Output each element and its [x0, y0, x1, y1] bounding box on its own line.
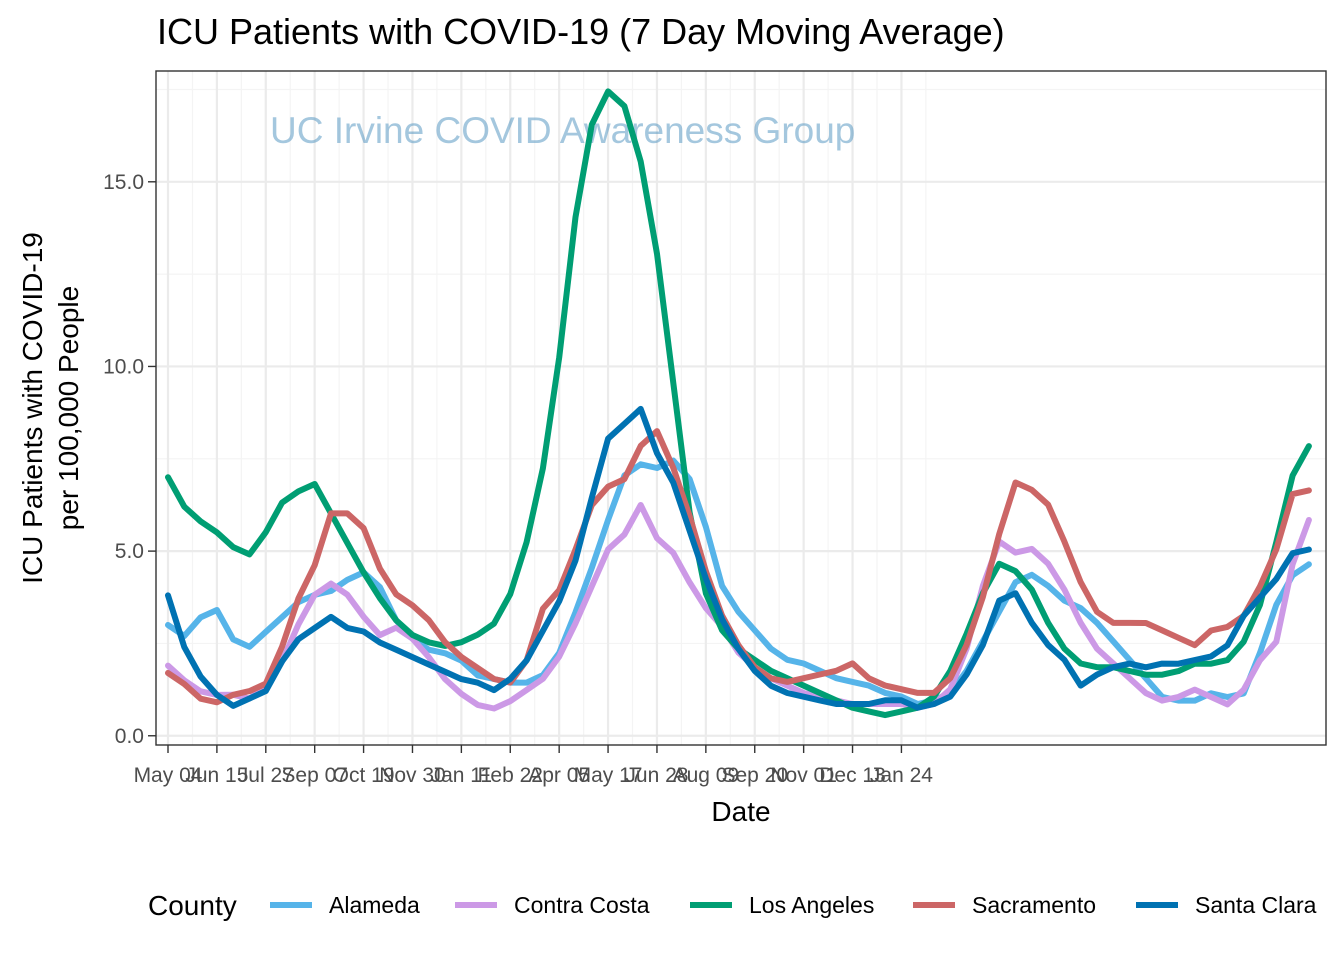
- legend-label: Los Angeles: [749, 892, 874, 918]
- x-tick-label: Dec 13: [819, 764, 886, 787]
- y-axis: 0.0 5.0 10.0 15.0: [103, 171, 156, 748]
- x-tick-label: Jun 28: [625, 764, 688, 787]
- y-tick-label: 5.0: [115, 540, 144, 563]
- plot-border: [155, 70, 1327, 746]
- x-tick-label: Sep 07: [281, 764, 348, 787]
- legend-label: Sacramento: [972, 892, 1096, 918]
- legend-label: Santa Clara: [1195, 892, 1317, 918]
- series-line-santa-clara: [165, 405, 1312, 711]
- plot-panel: UC Irvine COVID Awareness Group: [155, 70, 1327, 746]
- x-tick-label: May 04: [134, 764, 203, 787]
- legend: County Alameda Contra Costa Los Angeles Sac…: [148, 890, 1317, 921]
- y-tick-label: 15.0: [103, 171, 144, 194]
- x-tick-label: Sep 20: [721, 764, 788, 787]
- legend-label: Contra Costa: [514, 892, 650, 918]
- y-tick-label: 10.0: [103, 355, 144, 378]
- x-tick-label: May 17: [574, 764, 643, 787]
- series-lines: [165, 88, 1312, 719]
- y-axis-title-line1: ICU Patients with COVID-19: [17, 232, 48, 584]
- x-tick-label: Aug 09: [673, 764, 740, 787]
- x-tick-label: Feb 22: [478, 764, 543, 787]
- legend-title: County: [148, 890, 237, 921]
- legend-label: Alameda: [329, 892, 420, 918]
- legend-items: Alameda Contra Costa Los Angeles Sacramento…: [270, 892, 1317, 918]
- plot-background: [156, 71, 1326, 745]
- x-tick-label: Apr 05: [528, 764, 590, 787]
- x-tick-label: Jun 15: [185, 764, 248, 787]
- x-tick-label: Nov 01: [770, 764, 837, 787]
- watermark: UC Irvine COVID Awareness Group: [270, 110, 855, 151]
- x-tick-label: Jan 24: [870, 764, 933, 787]
- x-tick-label: Jan 11: [431, 764, 493, 787]
- x-tick-label: Oct 19: [333, 764, 395, 787]
- x-axis-title: Date: [711, 796, 770, 827]
- chart-title: ICU Patients with COVID-19 (7 Day Moving…: [157, 11, 1005, 52]
- y-tick-label: 0.0: [115, 725, 144, 748]
- x-tick-label: Jul 27: [238, 764, 294, 787]
- y-axis-title-line2: per 100,000 People: [53, 286, 84, 530]
- series-line-alameda: [165, 457, 1312, 707]
- x-tick-label: Nov 30: [379, 764, 446, 787]
